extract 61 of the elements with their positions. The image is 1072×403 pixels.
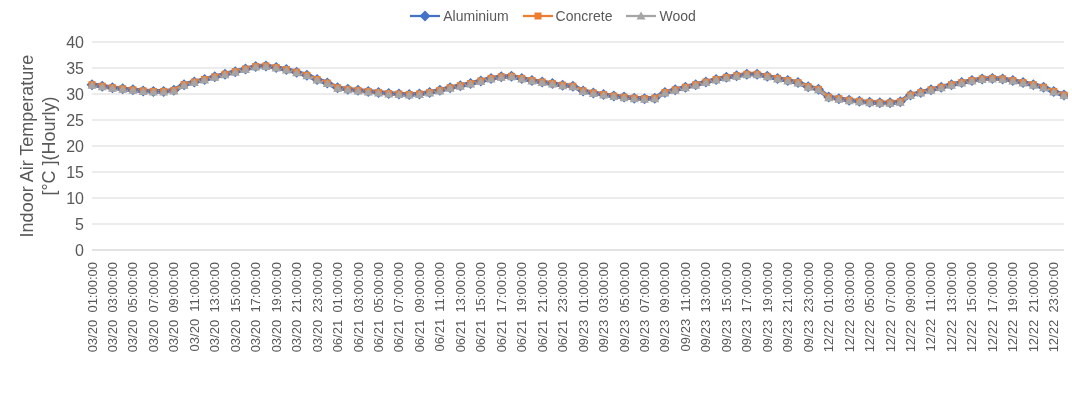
x-tick-label: 09/23 03:00:00 xyxy=(596,262,612,353)
legend-label: Concrete xyxy=(554,8,613,24)
x-tick-label: 03/20 13:00:00 xyxy=(207,262,223,353)
x-tick-label: 06/21 03:00:00 xyxy=(350,262,366,353)
x-tick-label: 12/22 05:00:00 xyxy=(862,262,878,353)
y-tick-label: 35 xyxy=(66,59,85,77)
y-tick-label: 20 xyxy=(66,137,85,155)
x-tick-label: 12/22 01:00:00 xyxy=(821,262,837,353)
x-tick-label: 06/21 19:00:00 xyxy=(514,262,530,353)
x-tick-label: 06/21 05:00:00 xyxy=(370,262,386,353)
x-tick-label: 09/23 19:00:00 xyxy=(759,262,775,353)
x-tick-label: 03/20 01:00:00 xyxy=(84,262,100,353)
x-tick-label: 06/21 21:00:00 xyxy=(534,262,550,353)
x-tick-label: 09/23 15:00:00 xyxy=(718,262,734,353)
x-tick-label: 09/23 07:00:00 xyxy=(637,262,653,353)
x-tick-label: 03/20 15:00:00 xyxy=(227,262,243,353)
x-tick-label: 06/21 17:00:00 xyxy=(493,262,509,353)
x-tick-label: 12/22 11:00:00 xyxy=(923,262,939,352)
x-tick-label: 03/20 09:00:00 xyxy=(166,262,182,353)
x-tick-label: 06/21 15:00:00 xyxy=(473,262,489,353)
x-tick-label: 12/22 07:00:00 xyxy=(882,262,898,353)
x-tick-label: 03/20 11:00:00 xyxy=(186,262,202,352)
x-tick-label: 12/22 21:00:00 xyxy=(1025,262,1041,353)
x-tick-label: 09/23 01:00:00 xyxy=(575,262,591,353)
y-axis-title: Indoor Air Temperature [°C ](Hourly) xyxy=(17,54,59,238)
y-tick-label: 0 xyxy=(75,241,85,259)
x-tick-label: 12/22 03:00:00 xyxy=(841,262,857,353)
x-tick-label: 12/22 09:00:00 xyxy=(903,262,919,353)
x-tick-label: 12/22 23:00:00 xyxy=(1046,262,1062,353)
x-tick-label: 09/23 23:00:00 xyxy=(800,262,816,353)
legend-label: Aluminium xyxy=(442,8,509,24)
x-tick-label: 12/22 19:00:00 xyxy=(1005,262,1021,353)
y-tick-label: 10 xyxy=(66,189,85,207)
x-tick-label: 09/23 13:00:00 xyxy=(698,262,714,353)
x-tick-label: 12/22 17:00:00 xyxy=(984,262,1000,353)
x-tick-label: 06/21 11:00:00 xyxy=(432,262,448,352)
x-tick-label: 06/21 01:00:00 xyxy=(330,262,346,353)
x-tick-label: 09/23 09:00:00 xyxy=(657,262,673,353)
x-tick-label: 12/22 15:00:00 xyxy=(964,262,980,353)
x-tick-label: 03/20 17:00:00 xyxy=(248,262,264,353)
x-tick-label: 03/20 07:00:00 xyxy=(145,262,161,353)
x-tick-label: 06/21 07:00:00 xyxy=(391,262,407,353)
x-tick-label: 03/20 05:00:00 xyxy=(125,262,141,353)
x-tick-label: 09/23 21:00:00 xyxy=(780,262,796,353)
x-tick-label: 03/20 03:00:00 xyxy=(104,262,120,353)
y-tick-label: 5 xyxy=(75,215,85,233)
x-tick-label: 09/23 17:00:00 xyxy=(739,262,755,353)
x-tick-label: 06/21 13:00:00 xyxy=(452,262,468,353)
x-tick-label: 06/21 09:00:00 xyxy=(411,262,427,353)
x-tick-label: 09/23 05:00:00 xyxy=(616,262,632,353)
x-tick-label: 03/20 19:00:00 xyxy=(268,262,284,353)
x-tick-label: 03/20 23:00:00 xyxy=(309,262,325,353)
x-tick-label: 06/21 23:00:00 xyxy=(555,262,571,353)
y-tick-label: 15 xyxy=(66,163,85,181)
y-tick-label: 30 xyxy=(66,85,85,103)
x-tick-label: 09/23 11:00:00 xyxy=(677,262,693,352)
y-tick-label: 25 xyxy=(66,111,85,129)
x-tick-label: 03/20 21:00:00 xyxy=(289,262,305,353)
legend-label: Wood xyxy=(658,8,696,24)
x-tick-label: 12/22 13:00:00 xyxy=(943,262,959,353)
y-tick-label: 40 xyxy=(66,33,85,51)
